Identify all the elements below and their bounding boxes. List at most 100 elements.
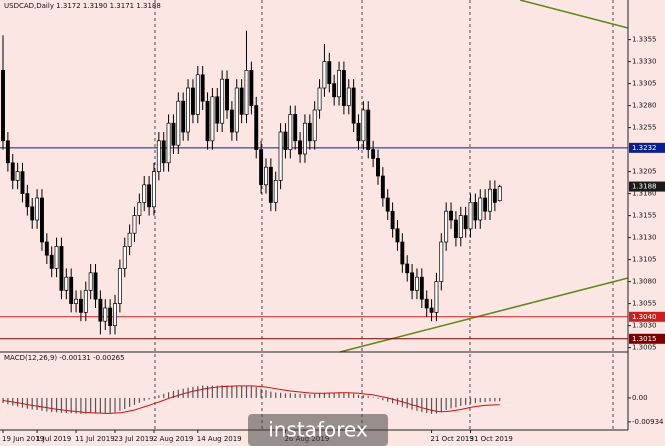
candle-body — [444, 210, 449, 243]
level-tag — [629, 181, 665, 192]
candle-body — [327, 61, 332, 84]
candle-body — [473, 202, 478, 221]
candle-body — [453, 219, 458, 238]
candle-body — [117, 268, 122, 304]
candle-body — [288, 114, 293, 150]
candle-body — [385, 197, 390, 212]
candle-body — [483, 197, 488, 212]
candle-body — [186, 87, 191, 133]
candle-body — [142, 184, 147, 203]
candle-body — [458, 215, 463, 238]
candle-body — [176, 100, 181, 146]
candle-body — [337, 70, 341, 98]
candle-body — [93, 272, 98, 300]
y-tick-label: 1.3355 — [632, 36, 657, 44]
macd-title: MACD(12,26,9) -0.00131 -0.00265 — [4, 354, 125, 362]
candle-body — [317, 87, 322, 111]
candle-body — [83, 290, 88, 313]
candle-body — [10, 162, 15, 181]
macd-signal — [2, 385, 500, 414]
candle-body — [152, 171, 156, 208]
x-tick-label: 2 Aug 2019 — [153, 435, 193, 443]
candle-body — [103, 307, 108, 322]
candle-body — [40, 197, 44, 243]
candle-body — [215, 96, 220, 124]
y-tick-label: 1.3030 — [632, 322, 657, 330]
candle-body — [254, 105, 259, 150]
candle-body — [346, 87, 351, 106]
level-tag — [629, 142, 665, 153]
candle-body — [88, 272, 93, 291]
candle-body — [225, 78, 229, 111]
y-tick-label: 1.3305 — [632, 80, 657, 88]
candle-body — [400, 241, 405, 265]
y-tick-label: 1.3105 — [632, 256, 657, 264]
x-tick-label: 11 Jul 2019 — [75, 435, 115, 443]
x-tick-label: 14 Aug 2019 — [197, 435, 242, 443]
y-tick-label: 1.3155 — [632, 212, 657, 220]
level-label: 1.3188 — [632, 183, 657, 191]
candle-body — [322, 61, 327, 89]
watermark-box — [248, 414, 388, 446]
candle-body — [312, 109, 317, 142]
y-tick-label: 1.3005 — [632, 344, 657, 352]
candle-body — [190, 87, 195, 115]
candle-body — [49, 254, 54, 269]
candle-body — [234, 87, 239, 133]
candle-body — [239, 87, 244, 115]
candle-body — [424, 298, 429, 309]
chart-title: USDCAD,Daily 1.3172 1.3190 1.3171 1.3188 — [4, 2, 161, 10]
candle-body — [268, 166, 273, 203]
candle-body — [35, 197, 40, 221]
candle-body — [351, 87, 356, 124]
candle-body — [429, 307, 434, 313]
candle-body — [78, 298, 83, 313]
y-tick-label: 1.3080 — [632, 278, 657, 286]
candle-body — [166, 122, 171, 164]
candle-body — [15, 171, 20, 181]
level-label: 1.3015 — [632, 335, 657, 343]
candle-body — [69, 276, 74, 304]
candle-body — [390, 210, 395, 230]
candle-body — [64, 276, 69, 291]
candle-body — [244, 70, 249, 115]
candle-body — [156, 140, 161, 172]
candle-body — [419, 276, 424, 300]
candle-body — [361, 109, 366, 142]
candle-body — [54, 246, 59, 269]
candle-body — [463, 215, 468, 230]
candle-body — [293, 114, 298, 142]
candle-body — [25, 193, 30, 208]
candle-body — [137, 202, 142, 216]
candle-body — [259, 149, 264, 186]
candle-body — [371, 149, 376, 159]
y-tick-label: 1.3280 — [632, 102, 657, 110]
y-tick-label: -0.00934 — [632, 418, 664, 426]
candle-body — [74, 298, 78, 304]
candle-body — [405, 263, 410, 274]
candle-body — [1, 70, 5, 142]
candle-body — [395, 228, 400, 243]
trendline — [519, 0, 629, 29]
candle-body — [98, 298, 103, 322]
candle-body — [302, 122, 307, 155]
candle-body — [5, 140, 10, 164]
candle-body — [376, 158, 380, 177]
level-label: 1.3232 — [632, 144, 657, 152]
candle-body — [356, 122, 361, 142]
y-tick-label: 1.3330 — [632, 58, 657, 66]
candle-body — [497, 186, 502, 201]
watermark-text: instaforex — [268, 418, 368, 442]
candle-body — [195, 74, 200, 115]
candle-body — [410, 272, 415, 291]
candle-body — [210, 96, 215, 142]
x-tick-label: 1 Jul 2019 — [36, 435, 71, 443]
candle-body — [171, 122, 176, 146]
y-tick-label: 1.3205 — [632, 168, 657, 176]
candle-body — [147, 184, 152, 208]
candle-body — [273, 180, 278, 203]
level-label: 1.3040 — [632, 313, 657, 321]
candle-body — [488, 188, 492, 212]
candle-body — [449, 210, 453, 221]
